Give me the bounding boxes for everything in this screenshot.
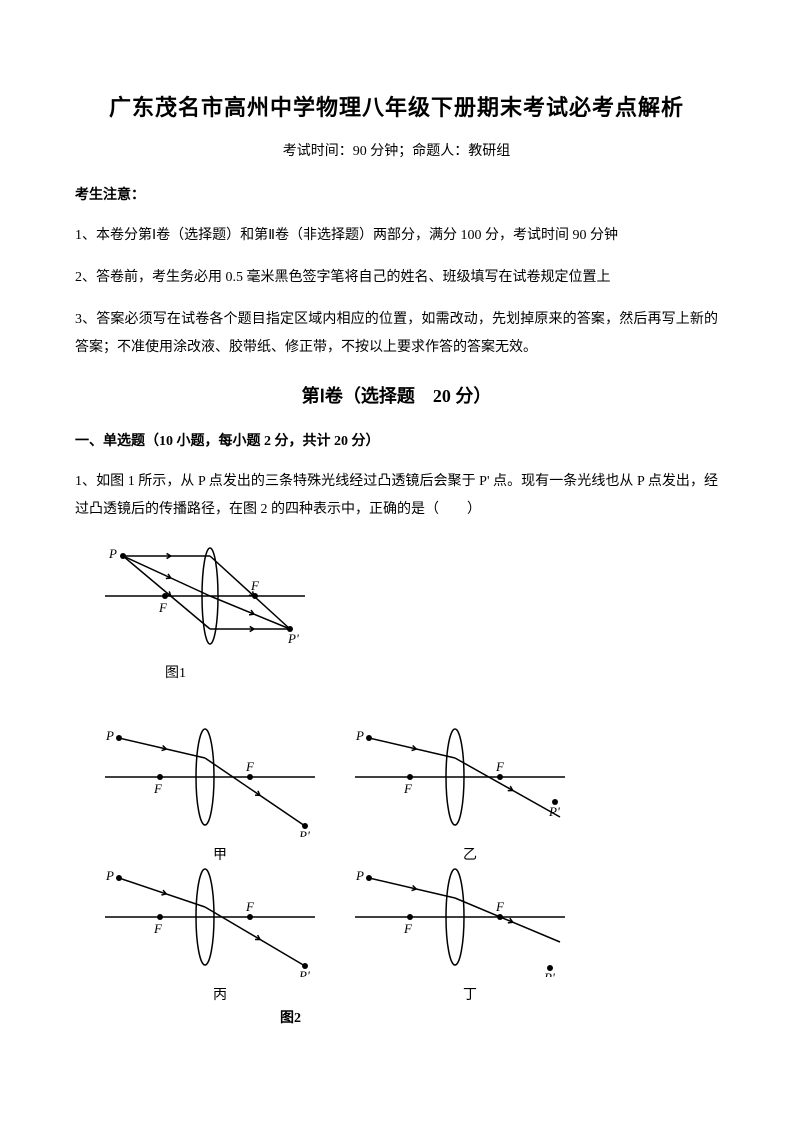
svg-text:P': P' (287, 631, 299, 646)
svg-text:P: P (355, 868, 364, 883)
svg-text:F: F (153, 921, 163, 936)
figure-2a-label: 甲 (105, 844, 335, 864)
notice-item-3: 3、答案必须写在试卷各个题目指定区域内相应的位置，如需改动，先划掉原来的答案，然… (75, 306, 718, 362)
svg-text:P: P (105, 728, 114, 743)
figure-2-option-a: FFPP' 甲 (105, 722, 335, 852)
notice-item-2: 2、答卷前，考生务必用 0.5 毫米黑色签字笔将自己的姓名、班级填写在试卷规定位… (75, 264, 718, 292)
figure-1: F F P P' (105, 544, 305, 649)
figure-2-option-c: FFPP' 丙 (105, 862, 335, 992)
figure-1-wrap: F F P P' 图1 (105, 544, 718, 682)
figure-2b-svg: FFPP' (355, 722, 565, 837)
svg-text:P': P' (543, 970, 555, 977)
svg-text:F: F (403, 921, 413, 936)
figure-2d-label: 丁 (355, 984, 585, 1004)
figure-2d-svg: F F P P' (355, 862, 565, 977)
svg-text:P: P (105, 868, 114, 883)
svg-text:F: F (158, 600, 168, 615)
svg-text:F: F (495, 899, 505, 914)
notice-header: 考生注意： (75, 184, 718, 204)
section-1-title: 第Ⅰ卷（选择题 20 分） (75, 382, 718, 408)
figure-2a-svg: F F P P' (105, 722, 315, 837)
figure-2-wrap: F F P P' 甲 F F P P' 乙 F F P P' 丙 F F P P' 丁 图2 (105, 722, 718, 1027)
question-1: 1、如图 1 所示，从 P 点发出的三条特殊光线经过凸透镜后会聚于 P' 点。现… (75, 468, 718, 524)
subsection-1-title: 一、单选题（10 小题，每小题 2 分，共计 20 分） (75, 430, 718, 450)
svg-text:F: F (495, 759, 505, 774)
svg-text:F: F (153, 781, 163, 796)
figure-2-option-b: FFPP' 乙 (355, 722, 585, 852)
figure-1-label: 图1 (165, 662, 718, 682)
svg-text:F: F (245, 759, 255, 774)
svg-text:P': P' (298, 828, 310, 837)
subtitle: 考试时间：90 分钟；命题人：教研组 (75, 140, 718, 160)
svg-text:F: F (250, 578, 260, 593)
figure-2c-svg: F F P P' (105, 862, 315, 977)
svg-text:F: F (403, 781, 413, 796)
notice-item-1: 1、本卷分第Ⅰ卷（选择题）和第Ⅱ卷（非选择题）两部分，满分 100 分，考试时间… (75, 222, 718, 250)
figure-2-label: 图2 (280, 1007, 718, 1027)
figure-2c-label: 丙 (105, 984, 335, 1004)
svg-text:P: P (355, 728, 364, 743)
figure-2b-label: 乙 (355, 844, 585, 864)
figure-2-option-d: FFPP' 丁 (355, 862, 585, 992)
svg-text:F: F (245, 899, 255, 914)
svg-text:P': P' (298, 968, 310, 977)
page-title: 广东茂名市高州中学物理八年级下册期末考试必考点解析 (75, 90, 718, 122)
diagram-area: F F P P' 图1 F F P P' 甲 F F P P' 乙 F F P P' 丙 F F P P' 丁… (75, 544, 718, 1027)
svg-text:P: P (108, 546, 117, 561)
